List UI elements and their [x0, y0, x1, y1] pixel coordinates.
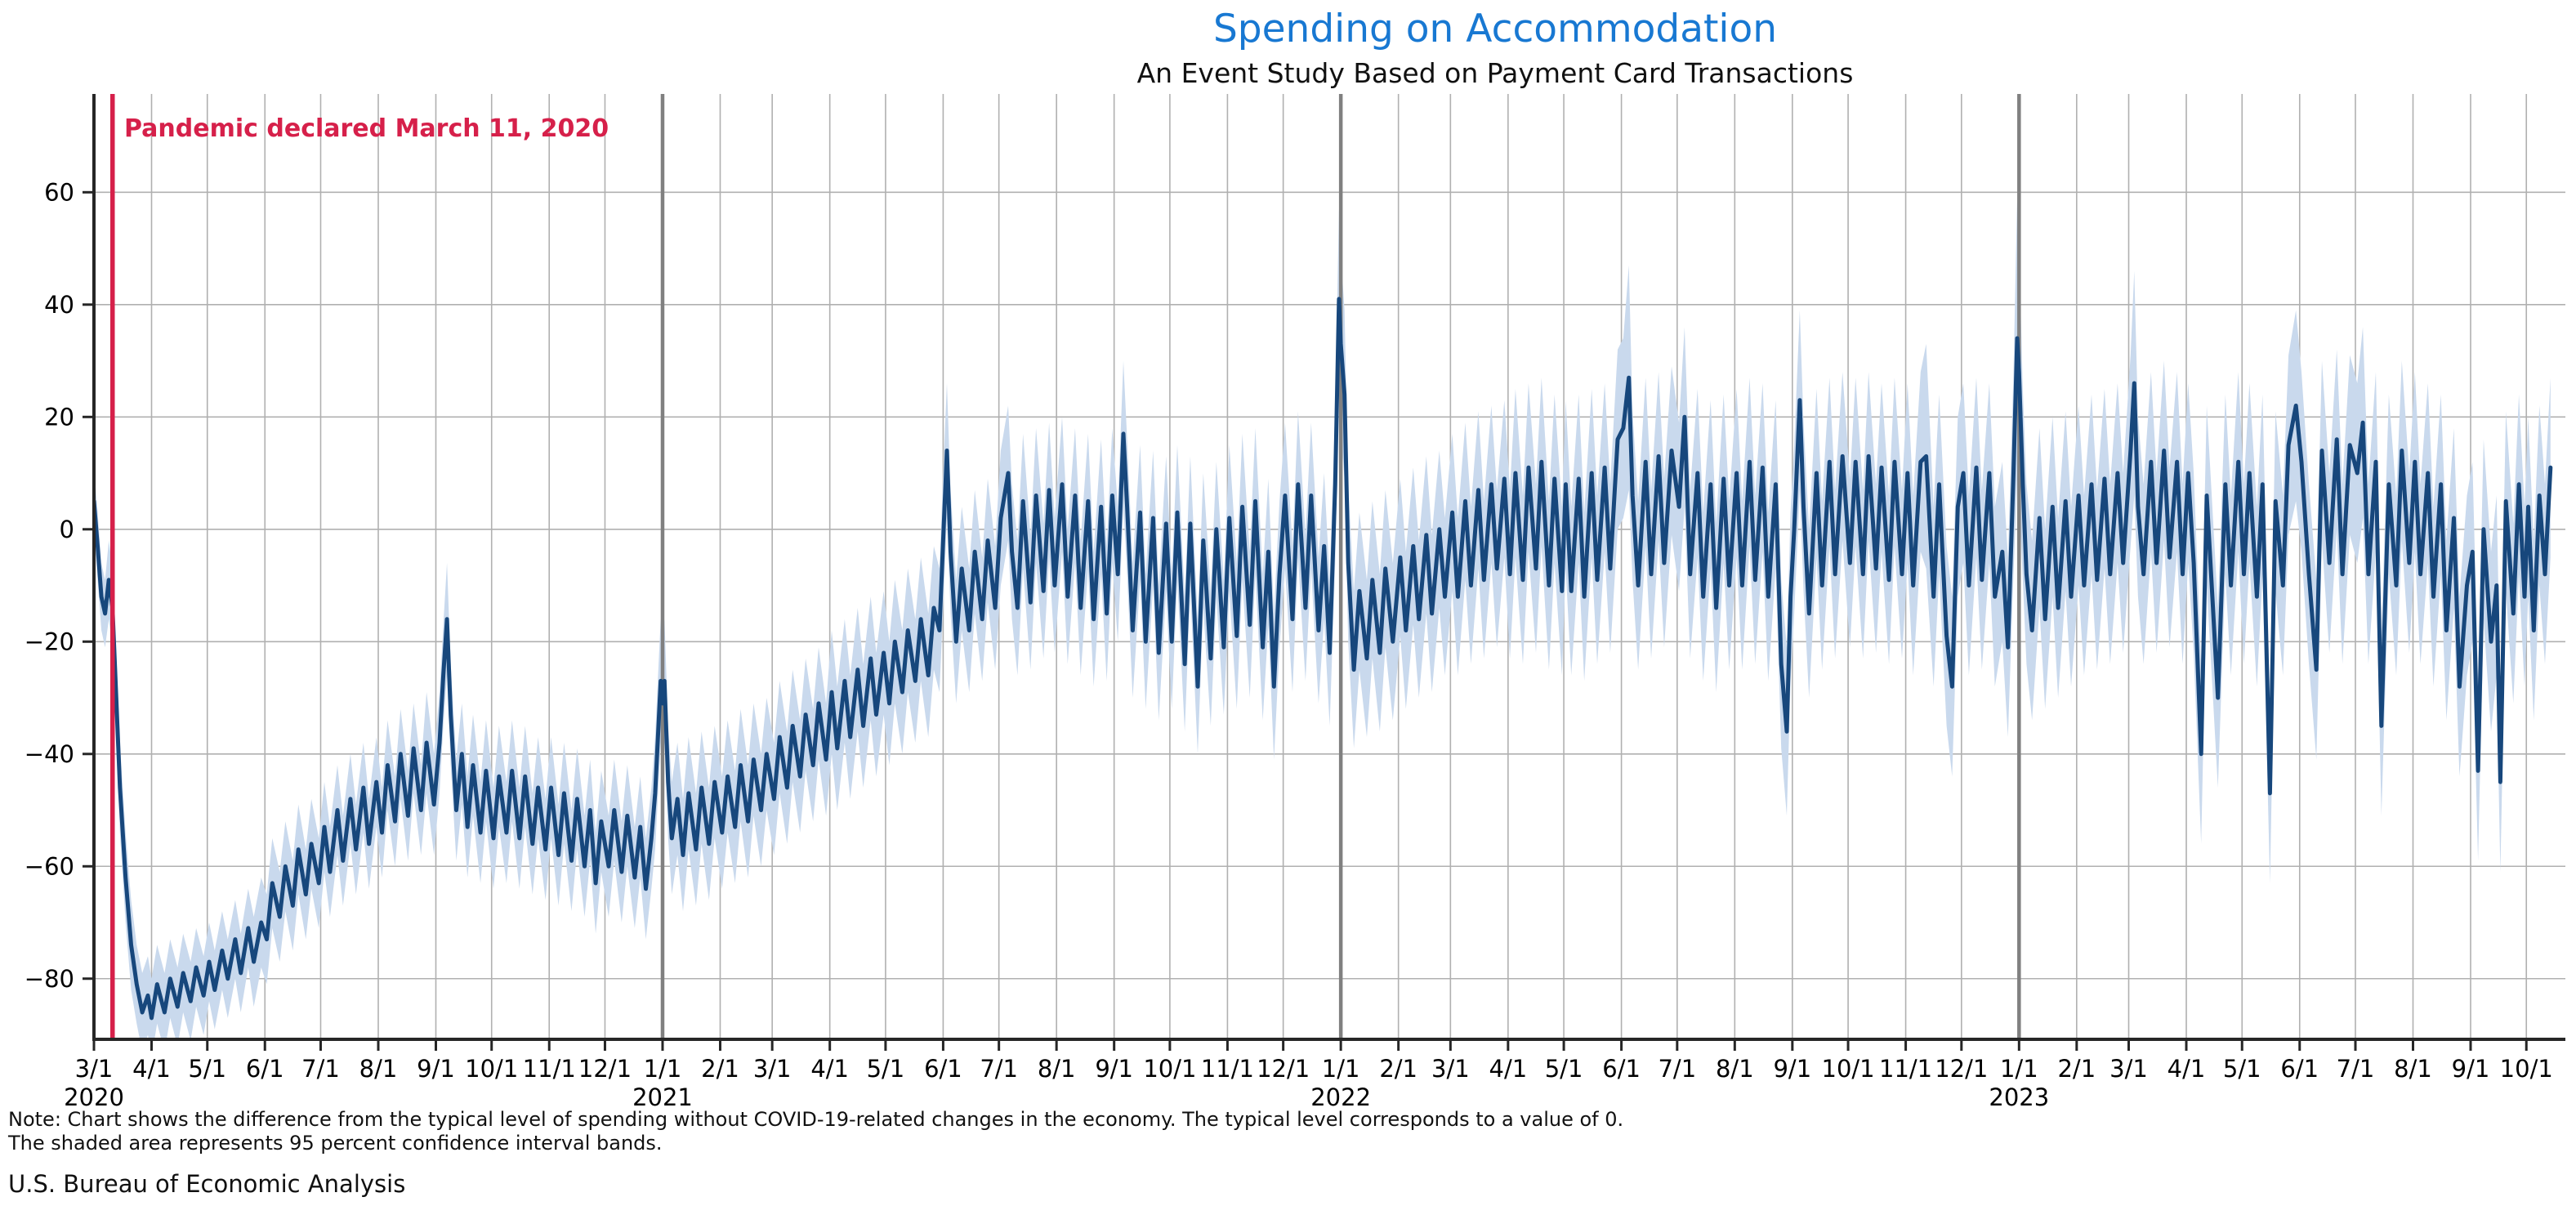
x-tick-label: 4/1 [810, 1055, 849, 1083]
chart-note-line1: Note: Chart shows the difference from th… [8, 1108, 1624, 1131]
x-tick-label: 3/1 [753, 1055, 792, 1083]
x-tick-label: 5/1 [2223, 1055, 2261, 1083]
y-tick-label: 0 [60, 516, 74, 543]
x-tick-label: 7/1 [2337, 1055, 2375, 1083]
x-tick-label: 3/1 [2109, 1055, 2148, 1083]
x-tick-label: 5/1 [1545, 1055, 1583, 1083]
x-tick-label: 5/1 [867, 1055, 905, 1083]
chart-title: Spending on Accommodation [1212, 7, 1778, 51]
x-tick-label: 9/1 [1095, 1055, 1133, 1083]
x-tick-label: 11/1 [1879, 1055, 1932, 1083]
x-tick-label: 7/1 [1658, 1055, 1696, 1083]
y-tick-label: 20 [44, 403, 74, 431]
y-tick-label: −60 [25, 852, 74, 880]
chart-note-line2: The shaded area represents 95 percent co… [8, 1132, 663, 1155]
x-tick-label: 3/1 [1431, 1055, 1470, 1083]
x-tick-label: 12/1 [578, 1055, 632, 1083]
x-tick-label: 9/1 [1773, 1055, 1811, 1083]
x-tick-label: 2/1 [2057, 1055, 2096, 1083]
x-tick-label: 2/1 [1379, 1055, 1417, 1083]
x-tick-label: 10/1 [1143, 1055, 1196, 1083]
x-tick-label: 8/1 [2394, 1055, 2432, 1083]
x-tick-label: 6/1 [924, 1055, 962, 1083]
chart-subtitle: An Event Study Based on Payment Card Tra… [1136, 57, 1854, 89]
x-tick-label: 9/1 [417, 1055, 455, 1083]
x-tick-label: 12/1 [1935, 1055, 1988, 1083]
x-tick-label: 5/1 [188, 1055, 226, 1083]
pandemic-annotation: Pandemic declared March 11, 2020 [124, 114, 609, 143]
x-tick-label: 10/1 [2500, 1055, 2553, 1083]
x-tick-label: 2/1 [701, 1055, 739, 1083]
x-year-label: 2021 [632, 1083, 693, 1111]
y-tick-label: 40 [44, 291, 74, 319]
x-tick-label: 12/1 [1257, 1055, 1310, 1083]
x-tick-label: 11/1 [1201, 1055, 1254, 1083]
chart-note: Note: Chart shows the difference from th… [8, 1108, 1623, 1155]
x-tick-label: 7/1 [301, 1055, 340, 1083]
x-tick-label: 11/1 [523, 1055, 576, 1083]
x-tick-label: 8/1 [1038, 1055, 1076, 1083]
x-tick-label: 4/1 [1489, 1055, 1528, 1083]
x-tick-label: 10/1 [1822, 1055, 1875, 1083]
y-tick-label: −80 [25, 965, 74, 993]
x-tick-label: 6/1 [246, 1055, 284, 1083]
x-year-label: 2022 [1310, 1083, 1371, 1111]
x-tick-label: 1/1 [2000, 1055, 2038, 1083]
x-tick-label: 7/1 [980, 1055, 1018, 1083]
x-tick-label: 1/1 [1322, 1055, 1360, 1083]
x-tick-label: 1/1 [644, 1055, 682, 1083]
source-attribution: U.S. Bureau of Economic Analysis [8, 1170, 406, 1198]
spending-series-line [94, 297, 2553, 1021]
x-tick-label: 3/1 [75, 1055, 114, 1083]
x-tick-label: 4/1 [2168, 1055, 2206, 1083]
x-tick-label: 10/1 [465, 1055, 518, 1083]
x-year-label: 2020 [64, 1083, 124, 1111]
x-tick-label: 6/1 [2280, 1055, 2319, 1083]
x-year-label: 2023 [1989, 1083, 2049, 1111]
y-tick-label: −40 [25, 740, 74, 768]
x-tick-label: 4/1 [132, 1055, 171, 1083]
x-tick-label: 6/1 [1602, 1055, 1641, 1083]
x-tick-label: 8/1 [359, 1055, 398, 1083]
confidence-band [94, 198, 2551, 1039]
x-tick-label: 8/1 [1716, 1055, 1754, 1083]
x-tick-label: 9/1 [2452, 1055, 2490, 1083]
y-tick-label: 60 [44, 178, 74, 206]
y-tick-label: −20 [25, 628, 74, 655]
